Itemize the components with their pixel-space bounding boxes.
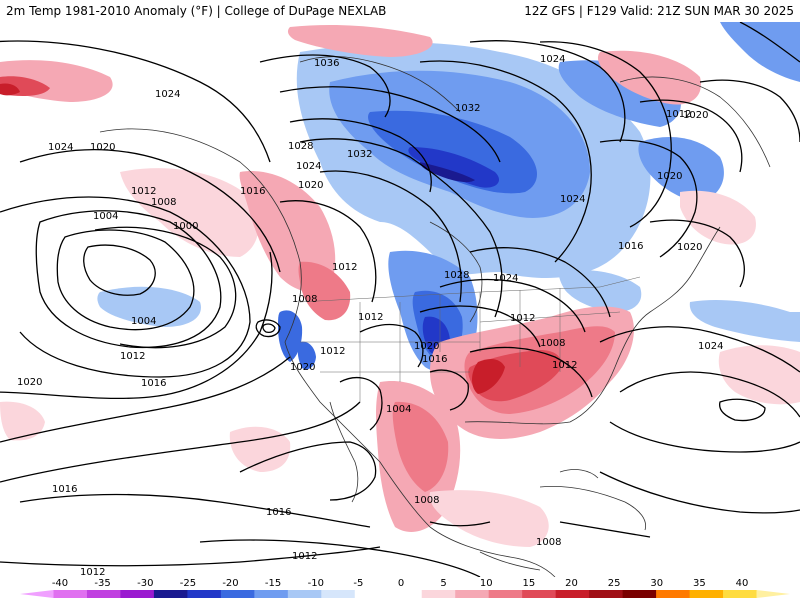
pacific-low-center (255, 319, 281, 338)
isobar-label: 1012 (666, 109, 691, 120)
isobar-label: 1004 (131, 316, 156, 327)
isobar-contours (0, 21, 800, 578)
legend-color-swatch (756, 590, 790, 598)
isobar-label: 1012 (332, 262, 357, 273)
isobar-label: 1028 (444, 270, 469, 281)
legend-tick-label: 10 (480, 578, 493, 589)
legend-svg: -40 -35 -30 -25 -20 -15 -10 -5 0 5 10 15 20 25 30 35 40 (20, 578, 790, 598)
legend-color-swatch (555, 590, 590, 598)
legend-tick-label: 15 (523, 578, 536, 589)
legend-color-swatch (20, 590, 54, 598)
legend-tick-label: 20 (565, 578, 578, 589)
legend-tick-label: -35 (94, 578, 110, 589)
isobar-label: 1016 (422, 354, 447, 365)
legend-tick-label: 40 (736, 578, 749, 589)
legend-tick-label: -25 (180, 578, 196, 589)
map-title: 2m Temp 1981-2010 Anomaly (°F) | College… (6, 4, 387, 18)
isobar-label: 1024 (296, 161, 321, 172)
isobar-label: 1008 (536, 537, 561, 548)
legend-color-swatch (689, 590, 724, 598)
isobar-labels: 1036 1024 1032 1032 1020 1024 1028 1024 … (17, 54, 723, 578)
map-svg: 1036 1024 1032 1032 1020 1024 1028 1024 … (0, 21, 800, 578)
legend-tick-label: -30 (137, 578, 153, 589)
coastlines (99, 56, 771, 578)
isobar-label: 1012 (358, 312, 383, 323)
isobar-label: 1012 (510, 313, 535, 324)
legend-tick-label: -20 (222, 578, 238, 589)
isobar-label: 1016 (618, 241, 643, 252)
isobar-label: 1008 (414, 495, 439, 506)
legend-tick-label: -40 (52, 578, 68, 589)
isobar-label: 1016 (266, 507, 291, 518)
isobar-label: 1016 (240, 186, 265, 197)
isobar-label: 1008 (540, 338, 565, 349)
isobar-label: 1016 (52, 484, 77, 495)
legend-color-swatch (488, 590, 523, 598)
isobar-label: 1020 (90, 142, 115, 153)
isobar-label: 1000 (173, 221, 198, 232)
warm-anomaly-shading (0, 25, 800, 547)
isobar-label: 1012 (320, 346, 345, 357)
legend-color-swatch (589, 590, 624, 598)
legend-color-swatch (354, 590, 389, 598)
legend-color-swatch (321, 590, 356, 598)
isobar-label: 1020 (17, 377, 42, 388)
legend-color-swatch (187, 590, 222, 598)
legend-tick-label: -10 (308, 578, 324, 589)
legend-color-swatch (120, 590, 155, 598)
isobar-label: 1008 (292, 294, 317, 305)
isobar-label: 1012 (552, 360, 577, 371)
isobar-label: 1032 (347, 149, 372, 160)
legend-tick-label: -5 (353, 578, 363, 589)
isobar-label: 1024 (540, 54, 565, 65)
isobar-label: 1012 (292, 551, 317, 562)
isobar-label: 1008 (151, 197, 176, 208)
isobar-label: 1020 (298, 180, 323, 191)
legend-color-swatch (287, 590, 322, 598)
isobar-label: 1016 (141, 378, 166, 389)
isobar-label: 1020 (657, 171, 682, 182)
legend-color-swatch (220, 590, 255, 598)
isobar-label: 1020 (683, 110, 708, 121)
legend-tick-label: 35 (693, 578, 706, 589)
isobar-label: 1024 (48, 142, 73, 153)
legend-color-swatch (388, 590, 423, 598)
color-scale-legend: -40 -35 -30 -25 -20 -15 -10 -5 0 5 10 15 20 25 30 35 40 (0, 577, 800, 600)
legend-color-bar (20, 590, 790, 598)
isobar-label: 1004 (93, 211, 118, 222)
legend-tick-label: -15 (265, 578, 281, 589)
legend-color-swatch (53, 590, 88, 598)
isobar-label: 1028 (288, 141, 313, 152)
legend-tick-label: 5 (440, 578, 446, 589)
isobar-label: 1036 (314, 58, 339, 69)
legend-tick-label: 0 (398, 578, 404, 589)
isobar-label: 1020 (290, 362, 315, 373)
isobar-label: 1012 (120, 351, 145, 362)
isobar-label: 1032 (455, 103, 480, 114)
header-bar: 2m Temp 1981-2010 Anomaly (°F) | College… (0, 0, 800, 22)
isobar-label: 1024 (560, 194, 585, 205)
isobar-label: 1024 (493, 273, 518, 284)
isobar-label: 1012 (131, 186, 156, 197)
isobar-label: 1024 (698, 341, 723, 352)
legend-color-swatch (86, 590, 121, 598)
legend-tick-labels: -40 -35 -30 -25 -20 -15 -10 -5 0 5 10 15 20 25 30 35 40 (52, 578, 749, 589)
legend-color-swatch (153, 590, 188, 598)
isobar-label: 1020 (414, 341, 439, 352)
weather-map: 1036 1024 1032 1032 1020 1024 1028 1024 … (0, 21, 800, 578)
legend-color-swatch (455, 590, 490, 598)
isobar-label: 1020 (677, 242, 702, 253)
isobar-label: 1024 (155, 89, 180, 100)
model-run-info: 12Z GFS | F129 Valid: 21Z SUN MAR 30 202… (524, 4, 794, 18)
legend-color-swatch (656, 590, 691, 598)
legend-color-swatch (421, 590, 456, 598)
legend-color-swatch (622, 590, 657, 598)
isobar-label: 1012 (80, 567, 105, 577)
legend-color-swatch (522, 590, 557, 598)
legend-color-swatch (254, 590, 289, 598)
legend-tick-label: 25 (608, 578, 621, 589)
legend-color-swatch (723, 590, 758, 598)
legend-tick-label: 30 (650, 578, 663, 589)
isobar-label: 1004 (386, 404, 411, 415)
